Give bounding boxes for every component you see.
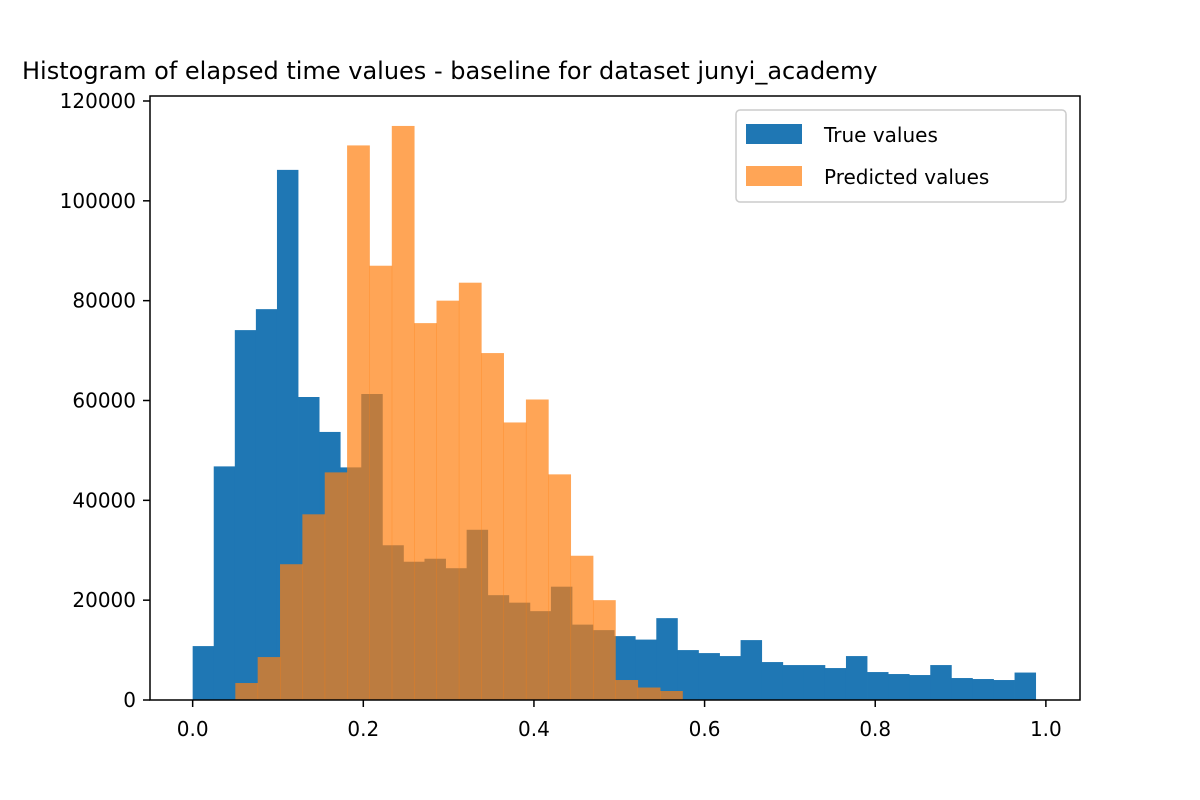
bar bbox=[867, 672, 889, 700]
bar bbox=[548, 474, 572, 700]
bar bbox=[782, 665, 805, 700]
x-tick-label: 0.6 bbox=[689, 717, 721, 741]
legend-label: True values bbox=[823, 123, 938, 147]
bar bbox=[972, 679, 994, 700]
bar bbox=[481, 353, 504, 700]
bar bbox=[698, 653, 720, 700]
bar bbox=[888, 674, 910, 700]
bar bbox=[192, 646, 215, 700]
bar bbox=[255, 309, 278, 700]
bar bbox=[677, 650, 699, 700]
bar bbox=[909, 675, 931, 700]
legend-box bbox=[735, 109, 1067, 203]
bar bbox=[234, 330, 257, 700]
bar bbox=[235, 683, 259, 700]
y-tick-label: 0 bbox=[123, 688, 136, 712]
bar bbox=[458, 282, 482, 700]
bar bbox=[525, 399, 549, 700]
bar bbox=[656, 618, 678, 700]
legend: True values Predicted values bbox=[735, 109, 1067, 203]
axes-frame bbox=[149, 95, 1081, 701]
bar bbox=[369, 265, 393, 700]
bar bbox=[761, 662, 784, 700]
bar bbox=[635, 639, 657, 700]
y-tick-label: 20000 bbox=[72, 588, 136, 612]
bar bbox=[302, 514, 326, 700]
bar bbox=[845, 656, 868, 700]
y-tick-label: 80000 bbox=[72, 289, 136, 313]
y-tick-label: 100000 bbox=[60, 189, 136, 213]
histogram-bars bbox=[192, 125, 1037, 701]
y-tick-label: 40000 bbox=[72, 488, 136, 512]
bar bbox=[324, 472, 348, 700]
x-tick-label: 1.0 bbox=[1030, 717, 1062, 741]
y-axis: 0 20000 40000 60000 80000 100000 120000 bbox=[60, 89, 150, 712]
bar bbox=[660, 691, 683, 700]
bar bbox=[391, 125, 415, 700]
bar bbox=[615, 680, 639, 700]
bar bbox=[951, 678, 973, 700]
bar bbox=[436, 300, 460, 700]
bar bbox=[414, 323, 437, 700]
bar bbox=[740, 640, 763, 700]
bar bbox=[257, 657, 281, 700]
legend-swatch bbox=[746, 124, 802, 144]
bar bbox=[592, 600, 616, 700]
bar bbox=[570, 555, 594, 700]
x-tick-label: 0.8 bbox=[859, 717, 891, 741]
bar bbox=[213, 466, 236, 700]
legend-swatch bbox=[746, 166, 802, 186]
bar bbox=[637, 687, 661, 700]
y-tick-label: 120000 bbox=[60, 89, 136, 113]
bar bbox=[930, 665, 952, 700]
chart-title: Histogram of elapsed time values - basel… bbox=[22, 57, 878, 85]
bar bbox=[993, 680, 1015, 700]
bar bbox=[280, 564, 303, 700]
bar bbox=[1014, 672, 1037, 700]
bar bbox=[503, 422, 527, 700]
bar bbox=[347, 145, 370, 701]
legend-label: Predicted values bbox=[824, 165, 989, 189]
x-tick-label: 0.2 bbox=[347, 717, 379, 741]
x-tick-label: 0.4 bbox=[518, 717, 550, 741]
x-tick-label: 0.0 bbox=[177, 717, 209, 741]
bar bbox=[719, 656, 741, 700]
series-predicted-values bbox=[235, 125, 683, 701]
bar bbox=[803, 665, 826, 700]
y-tick-label: 60000 bbox=[72, 388, 136, 412]
bar bbox=[824, 668, 847, 700]
x-axis: 0.0 0.2 0.4 0.6 0.8 1.0 bbox=[177, 700, 1062, 741]
